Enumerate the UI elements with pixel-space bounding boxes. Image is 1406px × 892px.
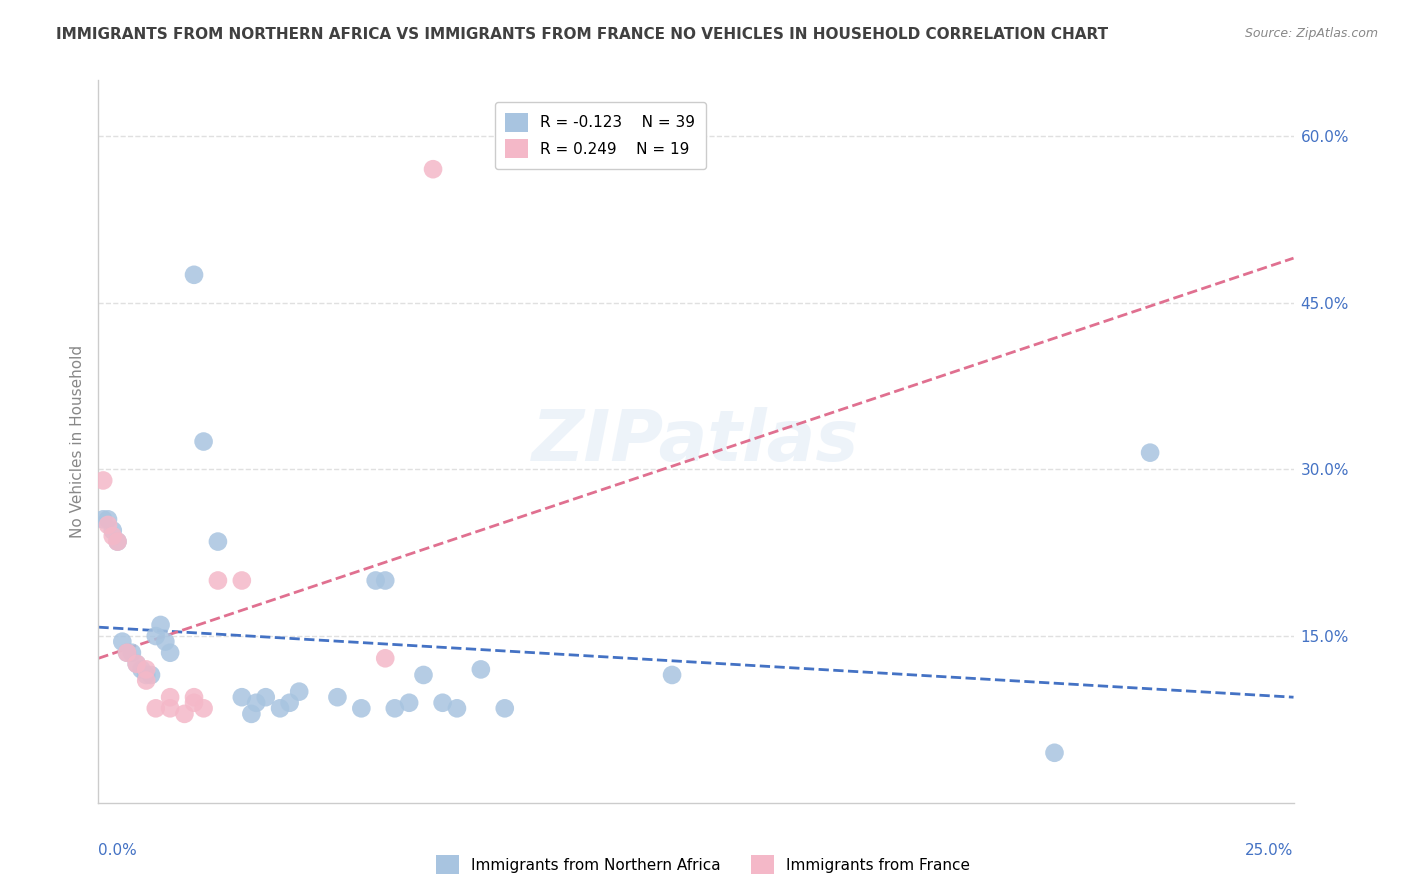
Immigrants from France (374, 651, 396, 665)
Immigrants from France (159, 690, 181, 705)
Immigrants from France (135, 662, 157, 676)
Immigrants from Northern Africa (350, 701, 373, 715)
Immigrants from Northern Africa (135, 668, 157, 682)
Immigrants from Northern Africa (107, 534, 129, 549)
Immigrants from Northern Africa (101, 524, 124, 538)
Text: 0.0%: 0.0% (98, 843, 138, 857)
Immigrants from Northern Africa (231, 690, 253, 705)
Immigrants from France (183, 696, 205, 710)
Legend: R = -0.123    N = 39, R = 0.249    N = 19: R = -0.123 N = 39, R = 0.249 N = 19 (495, 103, 706, 169)
Immigrants from Northern Africa (97, 512, 120, 526)
Immigrants from France (173, 706, 195, 721)
Legend: Immigrants from Northern Africa, Immigrants from France: Immigrants from Northern Africa, Immigra… (430, 849, 976, 880)
Immigrants from France (107, 534, 129, 549)
Text: 25.0%: 25.0% (1246, 843, 1294, 857)
Immigrants from Northern Africa (1043, 746, 1066, 760)
Immigrants from France (231, 574, 253, 588)
Immigrants from Northern Africa (159, 646, 181, 660)
Immigrants from Northern Africa (111, 634, 134, 648)
Immigrants from Northern Africa (139, 668, 162, 682)
Immigrants from Northern Africa (432, 696, 454, 710)
Immigrants from France (207, 574, 229, 588)
Immigrants from Northern Africa (374, 574, 396, 588)
Immigrants from France (135, 673, 157, 688)
Immigrants from France (183, 690, 205, 705)
Immigrants from Northern Africa (384, 701, 406, 715)
Immigrants from France (97, 517, 120, 532)
Immigrants from France (193, 701, 215, 715)
Immigrants from Northern Africa (446, 701, 468, 715)
Immigrants from Northern Africa (245, 696, 267, 710)
Immigrants from Northern Africa (1139, 445, 1161, 459)
Immigrants from Northern Africa (398, 696, 420, 710)
Y-axis label: No Vehicles in Household: No Vehicles in Household (69, 345, 84, 538)
Immigrants from Northern Africa (193, 434, 215, 449)
Immigrants from Northern Africa (240, 706, 263, 721)
Immigrants from Northern Africa (125, 657, 148, 671)
Immigrants from Northern Africa (145, 629, 167, 643)
Immigrants from France (115, 646, 138, 660)
Immigrants from Northern Africa (470, 662, 492, 676)
Immigrants from Northern Africa (364, 574, 387, 588)
Text: Source: ZipAtlas.com: Source: ZipAtlas.com (1244, 27, 1378, 40)
Immigrants from Northern Africa (254, 690, 277, 705)
Immigrants from Northern Africa (131, 662, 153, 676)
Immigrants from Northern Africa (288, 684, 311, 698)
Text: ZIPatlas: ZIPatlas (533, 407, 859, 476)
Immigrants from Northern Africa (494, 701, 516, 715)
Immigrants from Northern Africa (278, 696, 301, 710)
Immigrants from Northern Africa (412, 668, 434, 682)
Immigrants from France (101, 529, 124, 543)
Immigrants from Northern Africa (269, 701, 291, 715)
Immigrants from Northern Africa (91, 512, 114, 526)
Immigrants from Northern Africa (115, 646, 138, 660)
Immigrants from France (422, 162, 444, 177)
Immigrants from Northern Africa (149, 618, 172, 632)
Immigrants from Northern Africa (207, 534, 229, 549)
Immigrants from Northern Africa (155, 634, 177, 648)
Immigrants from France (91, 474, 114, 488)
Text: IMMIGRANTS FROM NORTHERN AFRICA VS IMMIGRANTS FROM FRANCE NO VEHICLES IN HOUSEHO: IMMIGRANTS FROM NORTHERN AFRICA VS IMMIG… (56, 27, 1108, 42)
Immigrants from Northern Africa (121, 646, 143, 660)
Immigrants from France (159, 701, 181, 715)
Immigrants from Northern Africa (183, 268, 205, 282)
Immigrants from Northern Africa (661, 668, 683, 682)
Immigrants from France (145, 701, 167, 715)
Immigrants from Northern Africa (326, 690, 349, 705)
Immigrants from France (125, 657, 148, 671)
